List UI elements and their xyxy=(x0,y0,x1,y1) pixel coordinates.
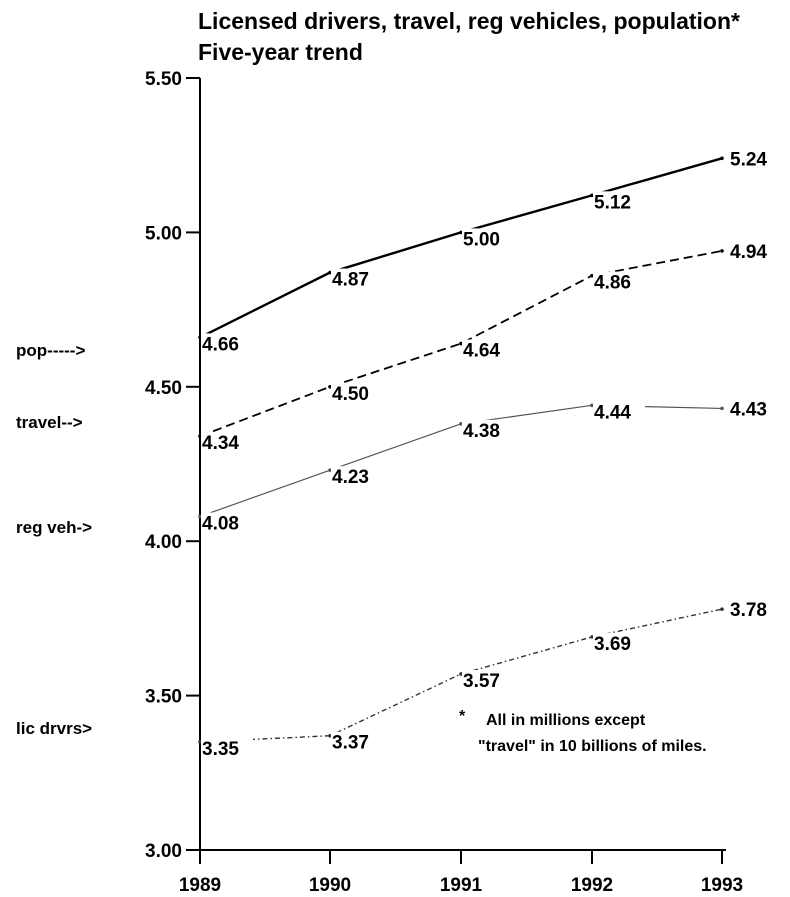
y-tick-label: 5.50 xyxy=(145,69,182,90)
data-label-bg xyxy=(201,432,253,454)
data-point xyxy=(720,607,724,611)
data-label: 4.43 xyxy=(730,399,767,420)
y-tick-label: 4.50 xyxy=(145,378,182,399)
footnote-line-2: "travel" in 10 billions of miles. xyxy=(478,738,707,755)
x-tick-label: 1992 xyxy=(571,875,613,896)
data-label-bg xyxy=(462,669,514,691)
series-name-label: travel--> xyxy=(16,413,83,432)
chart-subtitle: Five-year trend xyxy=(198,39,363,65)
y-tick-label: 4.00 xyxy=(145,532,182,553)
x-tick-group: 1989 1990 1991 1992 1993 xyxy=(179,850,743,896)
data-label: 4.66 xyxy=(202,334,239,355)
data-point xyxy=(328,468,332,472)
series-name-labels: pop-----> travel--> reg veh-> lic drvrs> xyxy=(16,341,92,738)
data-point xyxy=(328,270,332,275)
data-label: 4.34 xyxy=(202,433,239,454)
data-label: 5.12 xyxy=(594,192,631,213)
series-3: 4.08 4.23 4.38 4.44 4.43 xyxy=(198,399,767,534)
data-point xyxy=(590,273,594,278)
data-label-bg xyxy=(593,632,645,654)
data-point xyxy=(328,733,332,738)
footnote-line-1: All in millions except xyxy=(486,712,646,729)
data-label: 4.87 xyxy=(332,270,369,291)
data-label: 4.94 xyxy=(730,242,767,263)
data-point xyxy=(590,403,594,408)
data-label-bg xyxy=(593,191,645,213)
data-label-bg xyxy=(201,333,253,355)
data-point xyxy=(459,341,463,346)
data-label-bg xyxy=(331,466,383,488)
data-point xyxy=(590,635,594,639)
data-label-bg xyxy=(201,512,253,534)
series-name-label: lic drvrs> xyxy=(16,719,92,738)
data-point xyxy=(198,434,202,439)
data-point xyxy=(720,406,724,411)
data-label: 3.37 xyxy=(332,733,369,754)
series-line xyxy=(199,157,723,339)
data-point xyxy=(198,335,202,340)
data-point xyxy=(720,249,724,253)
y-axis: 5.50 5.00 4.50 4.00 3.50 3.00 xyxy=(145,69,201,862)
data-label-bg xyxy=(331,382,383,404)
data-label: 4.38 xyxy=(463,421,500,442)
chart-title: Licensed drivers, travel, reg vehicles, … xyxy=(198,8,740,34)
x-tick-label: 1989 xyxy=(179,875,221,896)
data-point xyxy=(459,230,463,235)
series-1: 4.66 4.87 5.00 5.12 5.24 xyxy=(198,149,767,355)
data-label: 5.00 xyxy=(463,229,500,250)
data-point xyxy=(459,672,463,676)
footnote-marker: * xyxy=(459,708,466,725)
data-label: 4.64 xyxy=(463,341,500,362)
data-label-bg xyxy=(593,401,645,423)
series-group: 4.66 4.87 5.00 5.12 5.24 4.34 4.50 4.64 4.86 4.94… xyxy=(198,149,767,760)
data-label: 4.08 xyxy=(202,513,239,534)
x-tick-label: 1990 xyxy=(309,875,351,896)
footnote: * All in millions except "travel" in 10 … xyxy=(459,708,707,755)
data-label: 4.23 xyxy=(332,467,369,488)
data-label: 4.50 xyxy=(332,384,369,405)
data-label: 3.78 xyxy=(730,600,767,621)
data-point xyxy=(720,156,724,161)
data-point xyxy=(459,422,463,426)
series-2: 4.34 4.50 4.64 4.86 4.94 xyxy=(198,242,767,454)
series-name-label: pop-----> xyxy=(16,341,85,360)
data-label-bg xyxy=(593,271,645,293)
y-tick-label: 3.00 xyxy=(145,841,182,862)
data-point xyxy=(328,385,332,389)
x-tick-label: 1993 xyxy=(701,875,743,896)
series-name-label: reg veh-> xyxy=(16,518,92,537)
data-label: 4.44 xyxy=(594,402,631,423)
series-4: 3.35 3.37 3.57 3.69 3.78 xyxy=(198,600,767,760)
data-label: 5.24 xyxy=(730,149,767,170)
data-label: 3.57 xyxy=(463,671,500,692)
x-tick-label: 1991 xyxy=(440,875,483,896)
x-axis: 1989 1990 1991 1992 1993 xyxy=(179,849,743,896)
data-label: 3.69 xyxy=(594,634,631,655)
data-point xyxy=(198,740,202,744)
data-point xyxy=(590,193,594,198)
series-line xyxy=(199,250,723,438)
y-tick-label: 3.50 xyxy=(145,687,182,708)
data-label-bg xyxy=(201,737,253,759)
data-label-bg xyxy=(462,228,514,250)
data-point xyxy=(198,514,202,519)
data-label: 3.35 xyxy=(202,739,239,760)
y-tick-label: 5.00 xyxy=(145,223,182,244)
data-label-bg xyxy=(331,268,383,290)
y-tick-group: 5.50 5.00 4.50 4.00 3.50 3.00 xyxy=(145,69,200,862)
data-label-bg xyxy=(462,419,514,441)
data-label-bg xyxy=(331,731,383,753)
data-label: 4.86 xyxy=(594,273,631,294)
data-label-bg xyxy=(462,339,514,361)
